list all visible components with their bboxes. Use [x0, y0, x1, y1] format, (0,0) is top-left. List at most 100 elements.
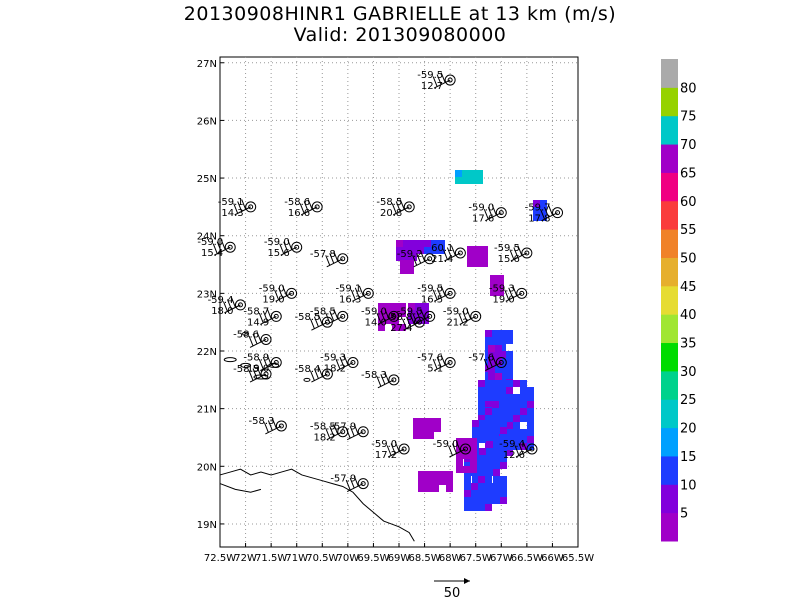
shade-cell [485, 337, 492, 344]
station-marker [260, 368, 272, 380]
station-dot [273, 313, 279, 319]
obs-temperature: -59.5 [494, 243, 520, 254]
wind-barb-staff [413, 315, 430, 325]
shade-cell [472, 420, 479, 427]
shade-cell [520, 387, 527, 394]
wind-barb-flag [440, 285, 446, 297]
station-marker [521, 247, 533, 259]
wind-barb-flag [399, 199, 405, 210]
shade-cell [467, 260, 474, 267]
wind-barb-flag [313, 368, 319, 379]
shade-cell [492, 394, 499, 401]
lat-tick-label: 26N [197, 116, 217, 127]
colorbar-label: 25 [680, 393, 697, 408]
wind-barb-flag [271, 418, 277, 429]
station-marker [245, 201, 257, 213]
obs-temperature: -58.7 [243, 306, 269, 317]
wind-barb-staff [413, 258, 430, 268]
shade-cell [485, 455, 492, 462]
obs-temperature: -59.0 [197, 237, 223, 248]
station-dot [294, 244, 300, 250]
colorbar-swatch [661, 257, 678, 287]
station-marker [275, 420, 287, 432]
shade-cell [506, 449, 513, 456]
shade-cell [478, 504, 485, 511]
wind-barb-staff [403, 321, 420, 331]
wind-barb-flag [358, 285, 364, 297]
colorbar-swatch [661, 172, 678, 202]
wind-barb-flag [345, 479, 351, 491]
shade-cell [464, 504, 471, 511]
island-outline [240, 362, 252, 368]
wind-barb-flag [517, 245, 523, 256]
shade-cell [392, 303, 399, 310]
lat-tick-label: 25N [197, 174, 217, 185]
wind-barb-staff [326, 258, 343, 268]
obs-wind-speed: 27.4 [390, 323, 412, 334]
station-marker [260, 333, 272, 345]
lon-tick-label: 69W [388, 553, 411, 564]
lon-tick-label: 71.5W [255, 553, 287, 564]
shade-cell [513, 415, 520, 422]
shade-cell [474, 246, 481, 253]
shade-cell [492, 415, 499, 422]
shade-cell [486, 434, 493, 441]
shade-cell [470, 466, 477, 473]
shade-cell [493, 497, 500, 504]
colorbar-label: 40 [680, 308, 697, 323]
obs-temperature: -59.0 [361, 306, 387, 317]
shade-cell [493, 476, 500, 483]
obs-wind-speed: 14.0 [365, 317, 387, 328]
shade-cell [432, 471, 439, 478]
shade-cell [478, 455, 485, 462]
obs-temperature: -59.5 [417, 70, 443, 81]
shade-cell [471, 497, 478, 504]
shade-cell [470, 445, 477, 452]
longitude-ticks: 72.5W72W71.5W71W70.5W70W69.5W69W68.5W68W… [204, 543, 594, 564]
shade-cell [486, 469, 493, 476]
shade-cell [520, 380, 527, 387]
station-dot [365, 290, 371, 296]
shade-cell [463, 438, 470, 445]
shade-cell [463, 466, 470, 473]
shade-cell [392, 324, 399, 331]
wind-barb-staff [485, 212, 502, 222]
obs-temperature: -59.1 [218, 197, 244, 208]
station-dot [391, 377, 397, 383]
obs-temperature: -57.6 [468, 353, 494, 364]
shade-cell [486, 448, 493, 455]
shade-cell [499, 365, 506, 372]
station-marker [347, 357, 359, 369]
shade-cell [392, 317, 399, 324]
shade-cell [485, 504, 492, 511]
shade-cell [470, 438, 477, 445]
station-marker [526, 443, 538, 455]
wind-barb-flag [376, 312, 382, 324]
shade-cell [500, 448, 507, 455]
shade-cell [513, 429, 520, 436]
shade-cell [485, 490, 492, 497]
wind-barb-flag [384, 308, 390, 320]
shade-cell [499, 337, 506, 344]
wind-barb-flag [262, 356, 268, 368]
lon-tick-label: 66.5W [511, 553, 543, 564]
shade-cell [485, 387, 492, 394]
shade-cell [493, 427, 500, 434]
shade-cell [392, 310, 399, 317]
wind-barb-flag [432, 289, 438, 301]
wind-barb-staff [377, 315, 395, 325]
obs-temperature: -57.6 [417, 353, 443, 364]
colorbar-label: 50 [680, 251, 697, 266]
shade-cell [527, 387, 534, 394]
shade-cell [493, 455, 500, 462]
wind-barb-flag [274, 289, 280, 301]
station-marker [388, 310, 400, 322]
colorbar-label: 5 [680, 507, 688, 522]
shade-cell [463, 452, 470, 459]
shade-cell [478, 387, 485, 394]
shade-cell [427, 418, 434, 425]
station-dot [524, 250, 530, 256]
station-dot [529, 446, 535, 452]
shade-cell [424, 240, 431, 247]
shade-cell [493, 462, 500, 469]
